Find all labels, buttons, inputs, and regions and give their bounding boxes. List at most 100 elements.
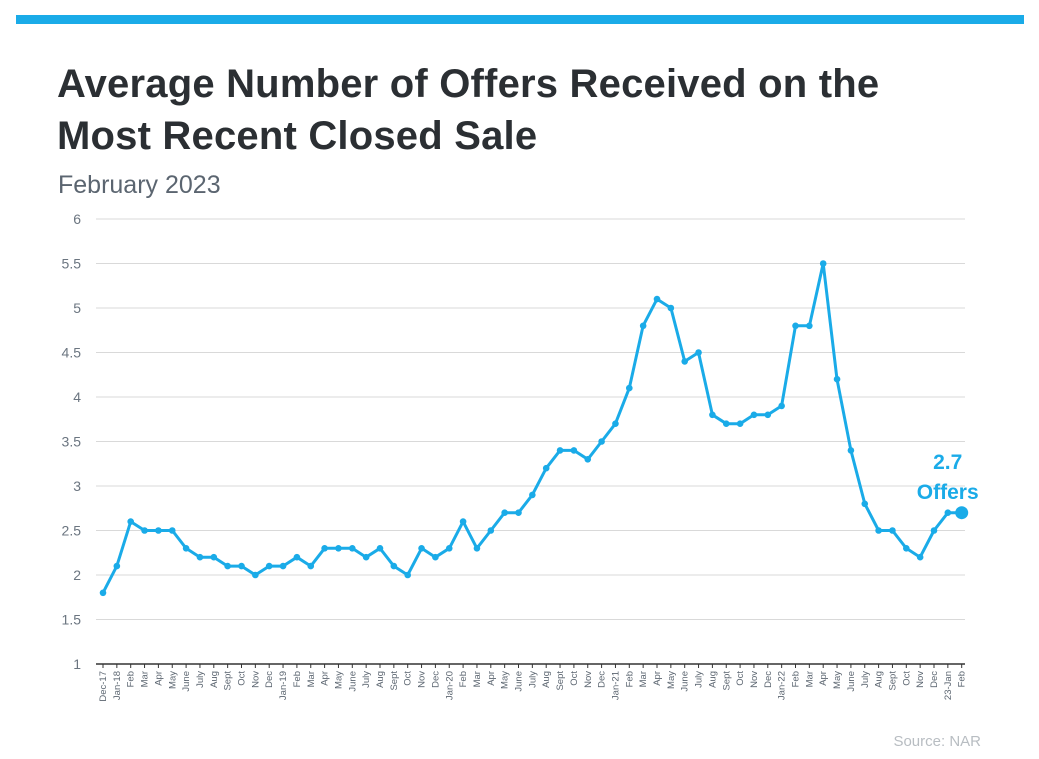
x-tick-label: Oct <box>901 671 912 686</box>
x-tick-label: June <box>680 671 691 692</box>
x-tick-label: Dec <box>929 671 940 688</box>
x-tick-label: Apr <box>153 671 164 686</box>
callout-value: 2.7 <box>933 451 962 474</box>
data-point <box>224 562 231 570</box>
x-tick-label: Nov <box>417 671 428 688</box>
x-tick-label: May <box>500 671 511 689</box>
data-point <box>709 411 716 419</box>
data-point <box>626 384 633 392</box>
data-point <box>99 589 107 597</box>
data-point <box>653 295 661 303</box>
x-tick-label: Nov <box>749 671 760 688</box>
data-point <box>792 322 799 330</box>
x-tick-label: Feb <box>957 671 968 687</box>
y-tick-label: 1 <box>73 656 81 672</box>
data-point <box>833 375 841 383</box>
x-tick-label: Oct <box>237 671 248 686</box>
data-point <box>875 527 882 534</box>
data-point <box>376 545 384 552</box>
data-point <box>349 545 356 552</box>
x-tick-label: July <box>860 671 871 688</box>
data-point <box>806 322 813 330</box>
data-point <box>556 447 564 454</box>
x-tick-label: June <box>181 671 192 692</box>
x-tick-label: July <box>694 671 705 688</box>
data-point <box>819 260 827 267</box>
x-tick-label: Aug <box>541 671 552 688</box>
x-tick-label: Mar <box>306 671 317 687</box>
data-point <box>210 553 218 561</box>
x-tick-label: July <box>361 671 372 688</box>
x-tick-label: Feb <box>458 671 469 687</box>
x-tick-label: June <box>514 671 525 692</box>
data-point <box>722 420 730 428</box>
x-tick-label: Apr <box>818 671 829 686</box>
y-tick-label: 6 <box>73 211 81 227</box>
data-point <box>930 527 938 534</box>
data-point <box>307 562 315 570</box>
data-point <box>252 571 259 579</box>
top-accent-bar <box>16 15 1024 24</box>
x-tick-label: Oct <box>403 671 414 686</box>
x-tick-label: Feb <box>624 671 635 687</box>
data-point <box>861 500 869 508</box>
x-tick-label: July <box>195 671 206 688</box>
data-point <box>916 553 924 561</box>
data-point <box>321 545 328 552</box>
source-note: Source: NAR <box>893 733 981 750</box>
data-point <box>667 304 675 312</box>
data-point <box>445 545 453 552</box>
y-tick-label: 5.5 <box>62 256 82 272</box>
x-tick-label: Dec <box>264 671 275 688</box>
data-point <box>598 438 605 445</box>
x-tick-label: June <box>347 671 358 692</box>
data-point <box>404 571 412 579</box>
data-point <box>418 545 425 552</box>
data-point <box>196 553 204 561</box>
x-tick-label: Feb <box>292 671 303 687</box>
data-point <box>501 509 508 516</box>
y-tick-label: 3.5 <box>62 434 82 450</box>
data-point <box>529 491 536 499</box>
x-tick-label: Mar <box>804 671 815 687</box>
x-tick-label: Apr <box>320 671 331 686</box>
y-tick-label: 5 <box>73 300 81 316</box>
y-tick-label: 3 <box>73 478 81 494</box>
data-point <box>612 420 619 428</box>
data-point <box>639 322 647 330</box>
x-tick-label: Nov <box>583 671 594 688</box>
chart-title: Average Number of Offers Received on the… <box>57 62 880 158</box>
x-tick-label: Nov <box>915 671 926 688</box>
x-tick-label: Sept <box>555 671 566 691</box>
data-point <box>127 518 134 525</box>
data-point <box>168 527 176 534</box>
data-point <box>432 553 439 561</box>
x-tick-label: Mar <box>638 671 649 687</box>
x-tick-label: Aug <box>375 671 386 688</box>
x-tick-label: Aug <box>874 671 885 688</box>
data-point <box>238 562 245 570</box>
data-point <box>390 562 398 570</box>
data-point <box>847 447 855 454</box>
data-point <box>293 553 301 561</box>
x-tick-label: 23-Jan <box>943 671 954 700</box>
data-point <box>279 562 287 570</box>
data-point <box>695 349 702 356</box>
data-point <box>459 518 467 525</box>
x-tick-label: Aug <box>209 671 220 688</box>
x-tick-label: Jan-21 <box>610 671 621 700</box>
x-tick-label: Sept <box>721 671 732 691</box>
x-tick-label: Apr <box>652 671 663 686</box>
data-point <box>764 411 772 419</box>
x-tick-label: Sept <box>887 671 898 691</box>
data-point <box>487 527 495 534</box>
x-tick-label: Oct <box>735 671 746 686</box>
x-tick-label: Jan-20 <box>444 671 455 700</box>
data-point <box>570 447 578 454</box>
y-tick-label: 1.5 <box>62 612 82 628</box>
data-point <box>473 545 481 552</box>
data-point <box>584 456 592 463</box>
data-point <box>265 562 273 570</box>
x-tick-label: Dec <box>430 671 441 688</box>
